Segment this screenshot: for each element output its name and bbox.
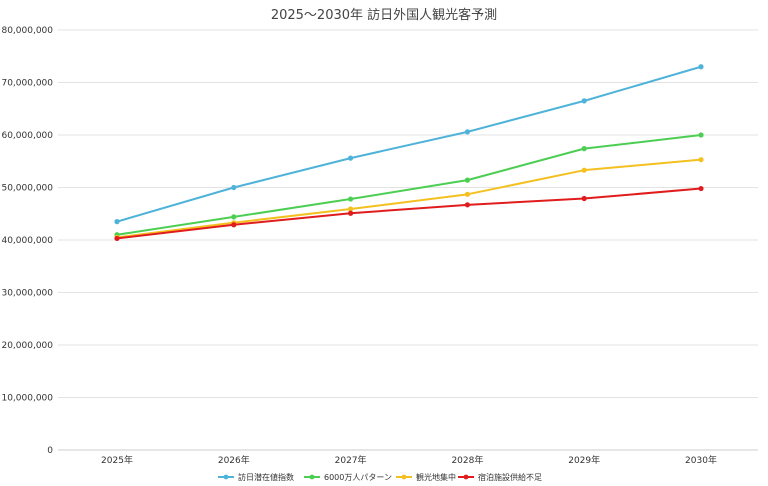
y-tick-label: 60,000,000 [1,131,53,141]
data-point [231,184,237,191]
data-point [348,210,354,216]
data-point [114,235,120,242]
data-point [231,222,237,228]
legend: 訪日潜在値指数 6000万人パターン 観光地集中 宿泊施設供給不足 [218,472,542,482]
series-line [116,187,702,240]
legend-marker [401,474,407,480]
legend-label: 観光地集中 [416,472,456,482]
data-point [348,196,354,202]
y-axis: 0 10,000,000 20,000,000 30,000,000 40,000,00… [1,26,53,456]
y-tick-label: 80,000,000 [1,26,53,36]
series-line [116,158,702,239]
y-tick-label: 0 [47,446,53,456]
legend-label: 訪日潜在値指数 [238,472,294,482]
x-tick-label: 2028年 [451,454,483,466]
y-tick-label: 20,000,000 [1,341,53,351]
data-point [348,155,354,161]
data-point [698,157,704,163]
chart-title: 2025～2030年 訪日外国人観光客予測 [271,7,497,23]
y-tick-label: 10,000,000 [1,394,53,404]
data-point [464,191,470,197]
legend-marker [463,474,469,480]
y-tick-label: 70,000,000 [1,79,53,89]
data-point [581,195,587,202]
data-point [581,98,587,104]
data-point [698,64,704,70]
data-point [231,214,237,220]
series-line [116,65,702,223]
x-tick-label: 2026年 [218,454,250,466]
x-tick-label: 2029年 [568,454,600,466]
data-point [464,129,470,135]
data-point [698,132,704,138]
data-point [464,202,470,208]
data-point [698,185,704,192]
y-tick-label: 50,000,000 [1,184,53,194]
data-point [114,219,120,225]
data-point [464,177,470,183]
data-point [581,167,587,173]
legend-label: 6000万人パターン [324,473,392,482]
x-tick-label: 2030年 [685,454,717,466]
gridlines [58,29,758,451]
x-axis: 2025年 2026年 2027年 2028年 2029年 2030年 [101,454,717,466]
legend-marker [223,474,229,480]
legend-label: 宿泊施設供給不足 [478,472,542,482]
data-point [348,206,354,212]
x-tick-label: 2025年 [101,454,133,466]
y-tick-label: 40,000,000 [1,236,53,246]
legend-marker [309,474,315,480]
x-tick-label: 2027年 [335,454,367,466]
y-tick-label: 30,000,000 [1,289,53,299]
series-group [114,64,704,242]
data-point [581,146,587,152]
series-line [116,134,702,236]
